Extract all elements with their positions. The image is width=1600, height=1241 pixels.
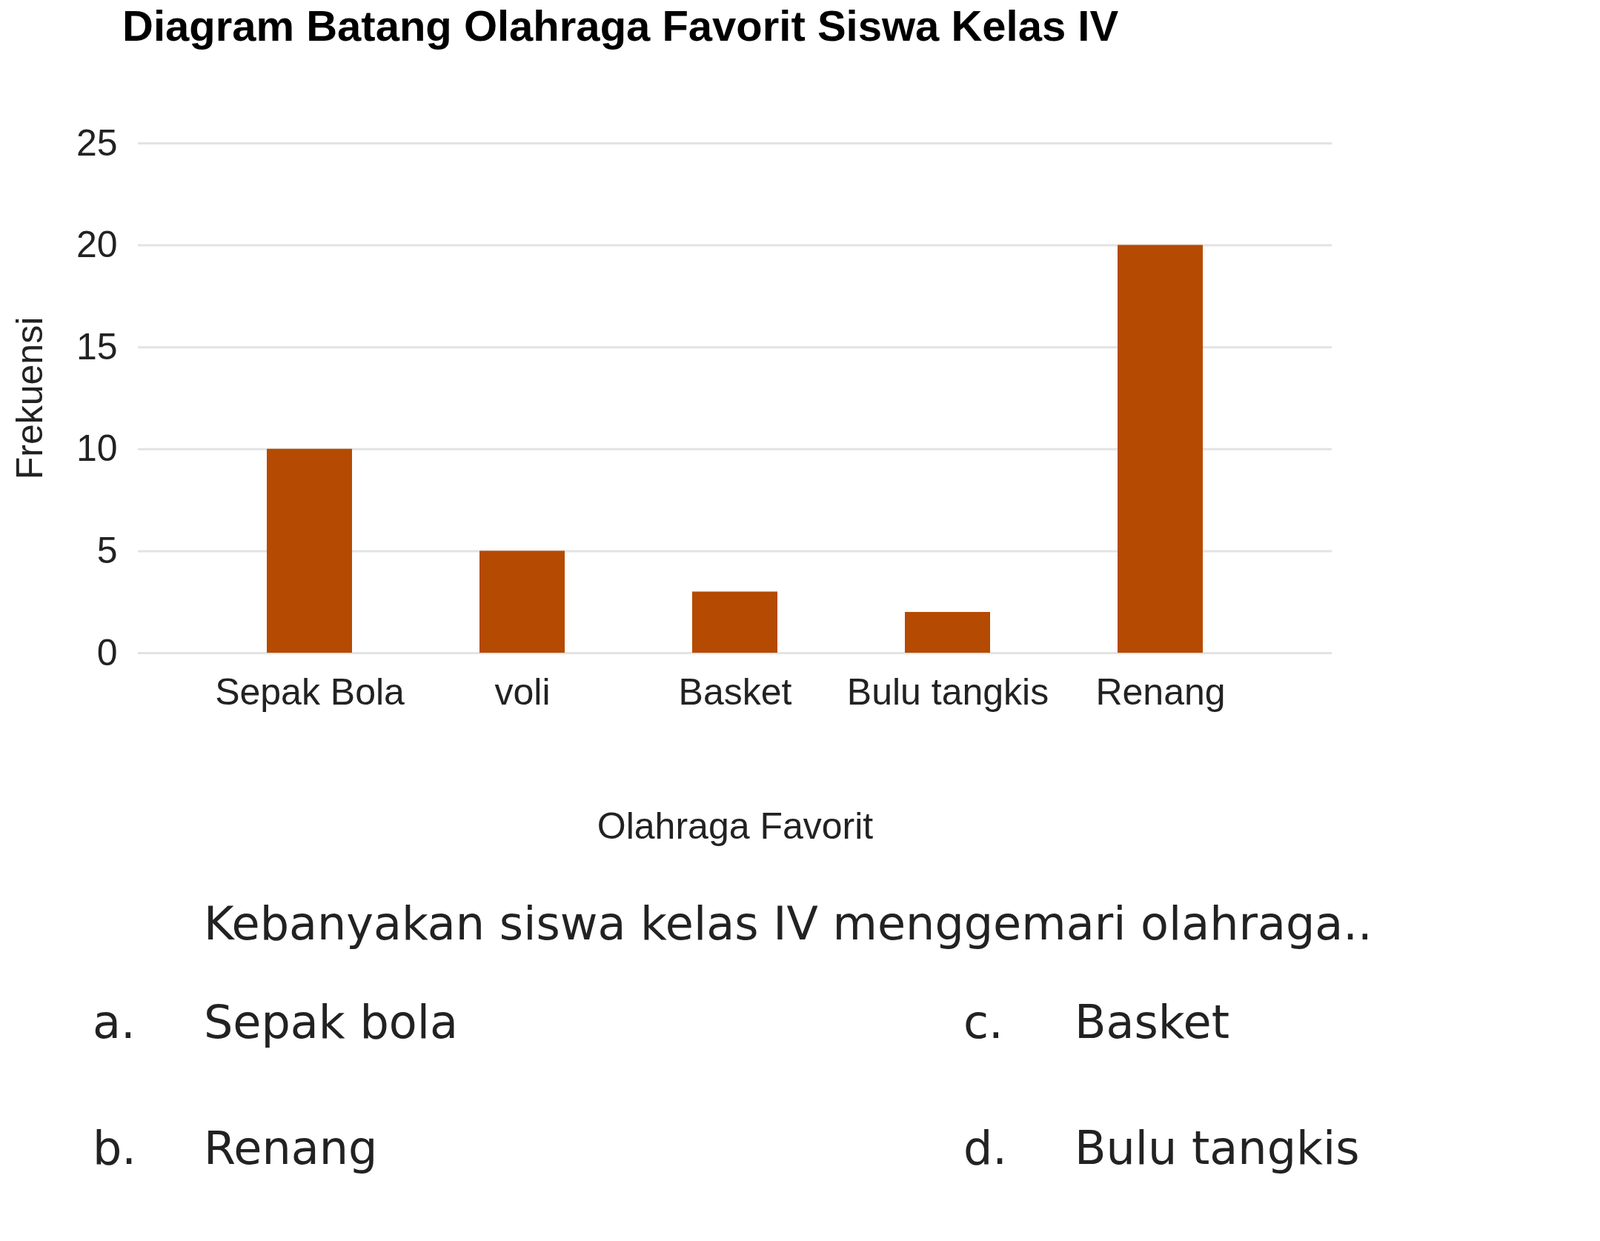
svg-text:0: 0 (97, 632, 118, 674)
html-text:b.: b. (92, 1121, 137, 1176)
svg-text:25: 25 (76, 122, 118, 164)
html-text:a.: a. (92, 995, 136, 1050)
svg-text:Frekuensi: Frekuensi (8, 317, 51, 481)
svg-text:voli: voli (494, 671, 550, 713)
svg-text:Bulu tangkis: Bulu tangkis (847, 671, 1049, 713)
svg-text:Olahraga Favorit: Olahraga Favorit (597, 805, 873, 848)
svg-text:5: 5 (97, 529, 118, 572)
html-text:Renang: Renang (203, 1121, 378, 1176)
svg-text:Basket: Basket (678, 671, 793, 713)
html-text:Basket: Basket (1074, 995, 1230, 1050)
svg-text:Renang: Renang (1095, 671, 1226, 713)
html-text:c.: c. (963, 995, 1004, 1050)
html-text:Sepak bola: Sepak bola (203, 995, 458, 1050)
svg-text:10: 10 (76, 427, 118, 470)
html-text:Kebanyakan siswa kelas IV meng: Kebanyakan siswa kelas IV menggemari ola… (203, 896, 1373, 951)
svg-text:15: 15 (76, 326, 118, 368)
html-text:Diagram Batang Olahraga Favori: Diagram Batang Olahraga Favorit Siswa Ke… (122, 1, 1119, 50)
svg-text:Sepak Bola: Sepak Bola (214, 671, 405, 713)
svg-text:20: 20 (76, 223, 118, 266)
html-text:d.: d. (963, 1121, 1008, 1176)
html-text:Bulu tangkis: Bulu tangkis (1074, 1121, 1360, 1176)
